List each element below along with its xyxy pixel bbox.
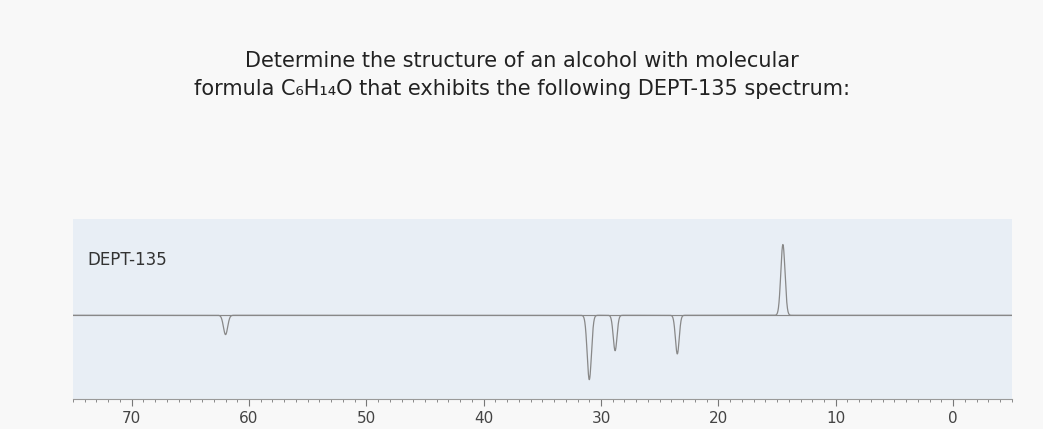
Text: Determine the structure of an alcohol with molecular
formula C₆H₁₄O that exhibit: Determine the structure of an alcohol wi… (194, 51, 849, 100)
Text: DEPT-135: DEPT-135 (88, 251, 167, 269)
